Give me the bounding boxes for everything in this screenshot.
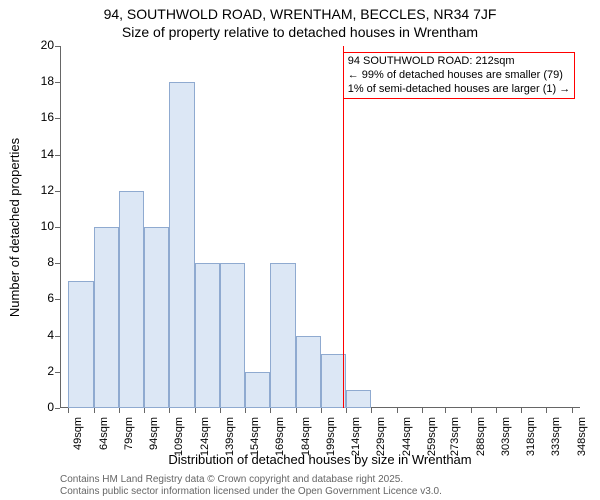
- y-tick-label: 12: [28, 183, 54, 197]
- y-tick-mark: [55, 299, 60, 300]
- x-tick-mark: [119, 408, 120, 413]
- y-tick-mark: [55, 372, 60, 373]
- y-tick-label: 16: [28, 110, 54, 124]
- y-tick-label: 10: [28, 219, 54, 233]
- x-tick-label: 184sqm: [300, 417, 312, 461]
- x-tick-label: 139sqm: [224, 417, 236, 461]
- x-tick-label: 49sqm: [72, 417, 84, 461]
- x-tick-mark: [321, 408, 322, 413]
- x-tick-mark: [546, 408, 547, 413]
- chart-title-line2: Size of property relative to detached ho…: [0, 24, 600, 40]
- x-tick-label: 288sqm: [475, 417, 487, 461]
- x-tick-mark: [245, 408, 246, 413]
- x-tick-mark: [169, 408, 170, 413]
- y-tick-mark: [55, 155, 60, 156]
- x-tick-mark: [195, 408, 196, 413]
- y-tick-label: 6: [28, 291, 54, 305]
- annotation-line1: 94 SOUTHWOLD ROAD: 212sqm: [348, 55, 571, 69]
- histogram-bar: [94, 227, 119, 408]
- y-tick-label: 8: [28, 255, 54, 269]
- footer-attribution: Contains HM Land Registry data © Crown c…: [60, 474, 442, 498]
- x-tick-label: 303sqm: [500, 417, 512, 461]
- y-tick-mark: [55, 46, 60, 47]
- x-tick-label: 154sqm: [249, 417, 261, 461]
- chart-title-line1: 94, SOUTHWOLD ROAD, WRENTHAM, BECCLES, N…: [0, 6, 600, 22]
- x-tick-mark: [422, 408, 423, 413]
- y-axis-label-text: Number of detached properties: [8, 137, 23, 316]
- x-tick-label: 79sqm: [123, 417, 135, 461]
- x-tick-mark: [521, 408, 522, 413]
- x-tick-mark: [144, 408, 145, 413]
- histogram-bar: [220, 263, 245, 408]
- histogram-bar: [169, 82, 194, 408]
- annotation-line2: ← 99% of detached houses are smaller (79…: [348, 69, 571, 83]
- x-tick-label: 169sqm: [274, 417, 286, 461]
- x-tick-label: 273sqm: [449, 417, 461, 461]
- x-tick-label: 214sqm: [350, 417, 362, 461]
- x-tick-label: 229sqm: [375, 417, 387, 461]
- x-tick-label: 259sqm: [426, 417, 438, 461]
- y-tick-mark: [55, 191, 60, 192]
- x-tick-mark: [296, 408, 297, 413]
- x-tick-mark: [471, 408, 472, 413]
- x-tick-label: 244sqm: [401, 417, 413, 461]
- y-tick-mark: [55, 118, 60, 119]
- x-tick-mark: [572, 408, 573, 413]
- y-tick-label: 14: [28, 147, 54, 161]
- x-tick-mark: [220, 408, 221, 413]
- y-tick-label: 20: [28, 38, 54, 52]
- annotation-box: 94 SOUTHWOLD ROAD: 212sqm← 99% of detach…: [343, 52, 576, 99]
- x-tick-label: 64sqm: [98, 417, 110, 461]
- y-tick-label: 18: [28, 74, 54, 88]
- x-tick-mark: [445, 408, 446, 413]
- histogram-bar: [144, 227, 169, 408]
- x-tick-label: 124sqm: [199, 417, 211, 461]
- x-tick-mark: [68, 408, 69, 413]
- x-tick-label: 348sqm: [576, 417, 588, 461]
- x-tick-label: 109sqm: [173, 417, 185, 461]
- x-tick-mark: [270, 408, 271, 413]
- footer-line1: Contains HM Land Registry data © Crown c…: [60, 474, 442, 486]
- x-tick-mark: [496, 408, 497, 413]
- y-tick-mark: [55, 82, 60, 83]
- x-tick-mark: [346, 408, 347, 413]
- histogram-bar: [68, 281, 93, 408]
- histogram-bar: [296, 336, 321, 408]
- x-tick-mark: [94, 408, 95, 413]
- y-tick-mark: [55, 408, 60, 409]
- y-axis-label: Number of detached properties: [6, 46, 24, 408]
- x-tick-mark: [397, 408, 398, 413]
- y-tick-mark: [55, 336, 60, 337]
- histogram-bar: [245, 372, 270, 408]
- annotation-line3: 1% of semi-detached houses are larger (1…: [348, 83, 571, 97]
- x-tick-label: 94sqm: [148, 417, 160, 461]
- y-tick-label: 4: [28, 328, 54, 342]
- histogram-bar: [195, 263, 220, 408]
- chart-container: 94, SOUTHWOLD ROAD, WRENTHAM, BECCLES, N…: [0, 0, 600, 500]
- footer-line2: Contains public sector information licen…: [60, 486, 442, 498]
- histogram-bar: [346, 390, 371, 408]
- x-tick-label: 318sqm: [525, 417, 537, 461]
- histogram-bar: [270, 263, 295, 408]
- x-tick-label: 199sqm: [325, 417, 337, 461]
- histogram-bar: [119, 191, 144, 408]
- y-tick-label: 0: [28, 400, 54, 414]
- y-tick-mark: [55, 227, 60, 228]
- y-tick-label: 2: [28, 364, 54, 378]
- marker-line: [343, 46, 344, 408]
- y-tick-mark: [55, 263, 60, 264]
- x-tick-mark: [371, 408, 372, 413]
- x-tick-label: 333sqm: [550, 417, 562, 461]
